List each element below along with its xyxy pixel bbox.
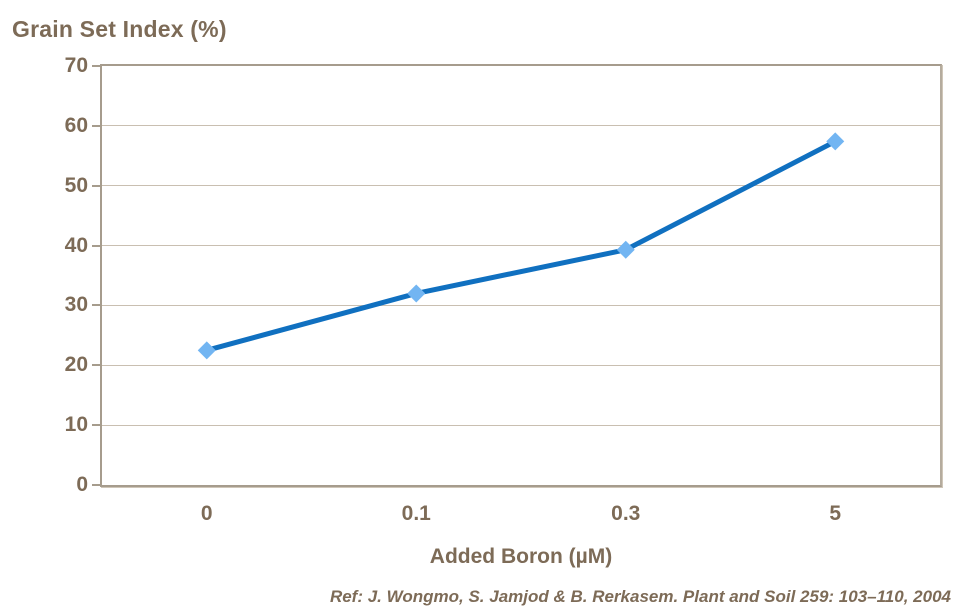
y-tick-mark <box>92 124 100 127</box>
y-tick-label: 70 <box>64 54 88 77</box>
y-tick-mark <box>92 484 100 486</box>
y-tick-label: 40 <box>64 233 88 257</box>
data-point-marker <box>616 240 635 259</box>
y-tick-label: 50 <box>64 173 88 197</box>
gridline <box>102 245 940 247</box>
series-layer <box>197 132 845 360</box>
x-tick-label: 0.1 <box>401 502 431 525</box>
y-tick-label: 60 <box>64 113 88 137</box>
x-axis-title: Added Boron (µM) <box>429 545 613 568</box>
chart-title: Grain Set Index (%) <box>12 16 227 42</box>
gridline <box>102 304 940 306</box>
data-point-marker <box>407 284 426 303</box>
plot-area <box>100 64 942 487</box>
reference-text: Ref: J. Wongmo, S. Jamjod & B. Rerkasem.… <box>329 587 951 606</box>
y-tick-mark <box>92 184 100 187</box>
gridline <box>102 364 940 366</box>
y-tick-label: 20 <box>64 353 88 377</box>
gridline <box>102 185 940 187</box>
data-point-marker <box>197 341 216 360</box>
data-point-marker <box>826 132 845 151</box>
x-tick-label: 0 <box>200 502 213 525</box>
gridline <box>102 125 940 127</box>
x-tick-label: 0.3 <box>611 502 641 525</box>
series-line <box>206 139 837 353</box>
y-tick-label: 10 <box>64 413 88 437</box>
y-tick-mark <box>92 65 100 67</box>
x-tick-label: 5 <box>829 502 842 525</box>
y-tick-mark <box>92 244 100 247</box>
y-tick-label: 30 <box>64 293 88 317</box>
y-tick-label: 0 <box>76 473 88 496</box>
y-tick-mark <box>92 364 100 367</box>
gridline <box>102 424 940 426</box>
y-tick-mark <box>92 304 100 307</box>
y-tick-mark <box>92 424 100 427</box>
